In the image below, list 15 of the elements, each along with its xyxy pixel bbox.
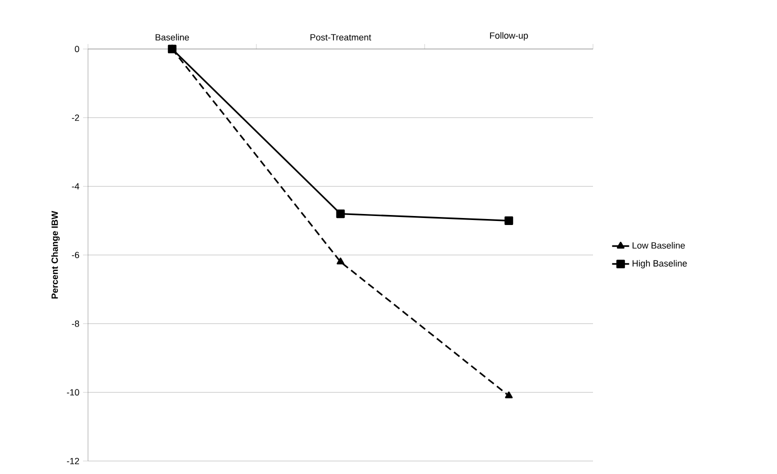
- legend-label: Low Baseline: [632, 242, 685, 249]
- x-tick-label: Post-Treatment: [310, 34, 372, 40]
- y-tick-label: -12: [66, 458, 80, 464]
- point: [336, 210, 345, 218]
- x-tick-label: Follow-up: [490, 32, 528, 40]
- y-tick-label: -4: [72, 183, 80, 190]
- y-tick-label: -8: [72, 320, 80, 327]
- legend-label: High Baseline: [632, 260, 687, 268]
- point: [504, 216, 514, 225]
- x-tick-label: Baseline: [156, 34, 189, 40]
- y-tick-label: -6: [72, 252, 80, 258]
- y-tick-label: -10: [66, 389, 80, 396]
- y-tick-label: 0: [74, 46, 80, 52]
- y-axis-title: Percent Change IBW: [51, 210, 60, 298]
- y-tick-label: -2: [72, 114, 80, 121]
